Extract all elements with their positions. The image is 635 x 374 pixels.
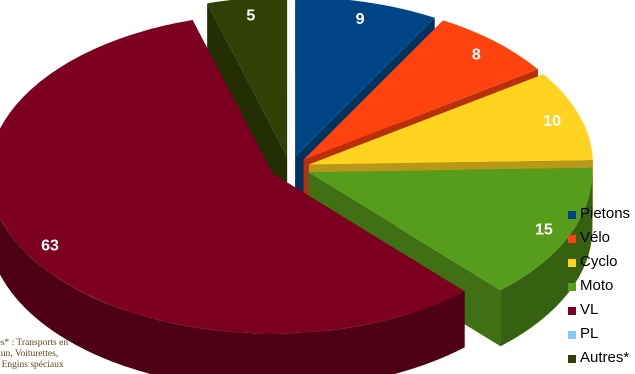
pie-data-labels: 9 8 10 15 63 5 (41, 7, 561, 254)
legend-swatch (568, 211, 576, 219)
legend-swatch (568, 235, 576, 243)
pie-slice-side-wall (207, 3, 288, 213)
data-label-moto: 15 (535, 221, 553, 238)
footnote: utres* : Transports en mmun, Voiturettes… (0, 338, 136, 371)
pie-slice-vl (0, 20, 465, 374)
legend-label: Cyclo (580, 253, 618, 270)
pie-slice-top (303, 20, 538, 160)
legend-swatch (568, 355, 576, 363)
legend-item-autres: Autres* (566, 348, 635, 372)
legend-item-velo: Vélo (566, 228, 635, 252)
legend-item-cyclo: Cyclo (566, 252, 635, 276)
data-label-pietons: 9 (356, 11, 365, 28)
legend-item-vl: VL (566, 300, 635, 324)
footnote-line: mmun, Voiturettes, (0, 349, 59, 359)
legend-item-moto: Moto (566, 276, 635, 300)
pie-slice-outer-wall (0, 218, 465, 374)
legend-item-pl: PL (566, 324, 635, 348)
legend-label: Moto (580, 277, 614, 294)
footnote-line: utres* : Transports en (0, 338, 69, 348)
pie-slice-autres (207, 0, 288, 213)
data-label-vl: 63 (41, 237, 59, 254)
pie-slices (0, 0, 593, 374)
legend-swatch (568, 331, 576, 339)
legend-label: PL (580, 325, 599, 342)
pie-slice-top (0, 20, 465, 334)
legend-label: Vélo (580, 229, 611, 246)
legend-swatch (568, 283, 576, 291)
pie-slice-top (308, 167, 593, 291)
pie-slice-top (309, 74, 593, 165)
pie-slice-top (295, 0, 435, 158)
legend-item-pietons: Pietons (566, 204, 635, 228)
pie-slice-top (207, 0, 288, 157)
legend-label: Autres* (580, 349, 630, 366)
data-label-velo: 8 (472, 47, 481, 64)
pie-slice-outer-wall (500, 172, 593, 347)
legend-swatch (568, 307, 576, 315)
footnote-line: nds Engins spéciaux (0, 360, 64, 370)
legend-label: VL (580, 301, 599, 318)
legend: Pietons Vélo Cyclo Moto VL PL Autres* (566, 204, 635, 372)
legend-swatch (568, 259, 576, 267)
legend-label: Pietons (580, 205, 631, 222)
data-label-cyclo: 10 (543, 113, 561, 130)
data-label-autres: 5 (246, 7, 255, 24)
